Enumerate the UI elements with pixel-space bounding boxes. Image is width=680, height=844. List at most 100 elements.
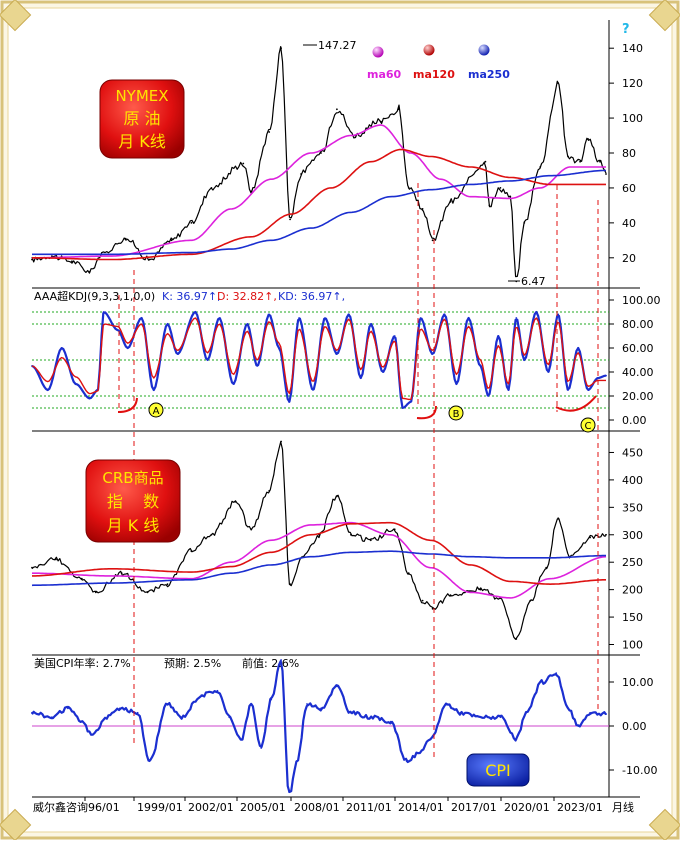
data-point [381,371,384,373]
data-point [280,659,282,661]
data-point [246,323,249,325]
data-point [166,323,169,325]
data-point [409,401,412,403]
data-point [61,347,63,349]
data-point [445,703,448,705]
kdj-k-value: K: 36.97↑, [162,290,221,303]
data-point [234,500,237,503]
data-point [421,208,424,210]
kdj-kd-value: KD: 36.97↑, [278,290,345,303]
x-axis: 威尔鑫咨询 96/01 1999/01 2002/01 2005/01 2008/01 2… [33,797,634,814]
data-point [47,389,49,391]
data-point [232,383,235,385]
y-tick-label: 80 [622,147,636,160]
data-point [529,599,532,602]
data-point [589,536,591,539]
data-point [312,389,314,391]
period-label: 月线 [612,800,634,814]
kdj-d-value: D: 32.82↑, [217,290,277,303]
data-point [336,495,338,498]
data-point [350,533,352,536]
data-point [288,401,290,403]
axis-layer: 20 40 60 80 100 120 140 0.00 20.00 40.00 60.00 80.0… [609,42,661,777]
data-point [401,407,404,409]
data-point [488,204,491,207]
data-point [431,353,434,355]
x-tick-label: 2023/01 [557,801,603,814]
x-tick-label: 1999/01 [137,801,183,814]
data-point [336,108,338,111]
help-icon[interactable]: ? [622,22,630,37]
data-point [268,490,271,492]
ma120-legend-label: ma120 [413,68,455,81]
data-point [455,383,458,385]
data-point [296,760,298,763]
data-point [206,359,209,361]
oil-badge: NYMEX 原 油 月 K线 [99,79,185,159]
data-point [589,711,591,714]
oil-high-label: 147.27 [318,39,357,52]
data-point [31,258,33,261]
y-tick-label: 40 [622,217,636,230]
y-tick-label: 80.00 [622,318,654,331]
data-point [250,190,253,193]
data-point [146,591,149,594]
series-cpi-cpi [31,660,607,794]
y-tick-label: 400 [622,474,643,487]
data-point [336,685,338,688]
data-point [148,760,151,763]
data-point [106,716,109,719]
y-tick-label: 200 [622,584,643,597]
data-point [336,353,338,355]
data-point [102,311,105,313]
data-point [270,698,273,701]
data-point [140,317,143,319]
data-point [555,672,558,675]
data-point [369,539,372,542]
data-point [67,707,69,710]
data-point [499,716,502,719]
y-tick-label: 350 [622,501,643,514]
data-point [126,347,129,349]
data-point [397,108,400,111]
data-point [280,440,282,443]
data-point [320,707,322,710]
data-point [431,239,434,242]
data-point [74,383,77,385]
data-point [479,365,482,367]
data-point [379,120,382,123]
data-point [419,317,422,319]
data-point [51,716,53,719]
data-point [557,517,560,520]
data-point [200,694,203,697]
data-point [306,703,308,705]
data-point [250,528,253,531]
y-tick-label: 0.00 [622,414,647,427]
data-point [449,201,452,203]
crb-badge-line3: 月 K 线 [107,516,160,535]
y-tick-label: 100 [622,639,643,652]
crb-badge-line2: 指 数 [107,492,159,511]
x-tick-label: 2020/01 [504,801,550,814]
y-tick-label: 120 [622,77,643,90]
data-point [567,389,569,391]
kdj-header: AAA超KDJ(9,3,3,1,0,0) K: 36.97↑, D: 32.82… [34,289,345,303]
data-point [557,313,560,316]
data-point [369,323,372,325]
data-point [567,155,569,158]
data-point [260,747,263,749]
y-tick-label: 150 [622,611,643,624]
x-tick-label: 2002/01 [188,801,234,814]
data-point [545,566,548,569]
oil-badge-line3: 月 K线 [118,132,166,151]
data-point [218,317,221,319]
data-point [547,371,550,373]
ma-legend: ma60 ma120 ma250 [367,44,510,81]
oil-low-label: 6.47 [521,275,546,288]
data-point [350,711,352,714]
data-point [407,572,410,575]
data-point [71,260,73,263]
x-tick-label: 2011/01 [346,801,392,814]
data-point [605,533,607,536]
series-crb-ma60 [32,521,607,599]
